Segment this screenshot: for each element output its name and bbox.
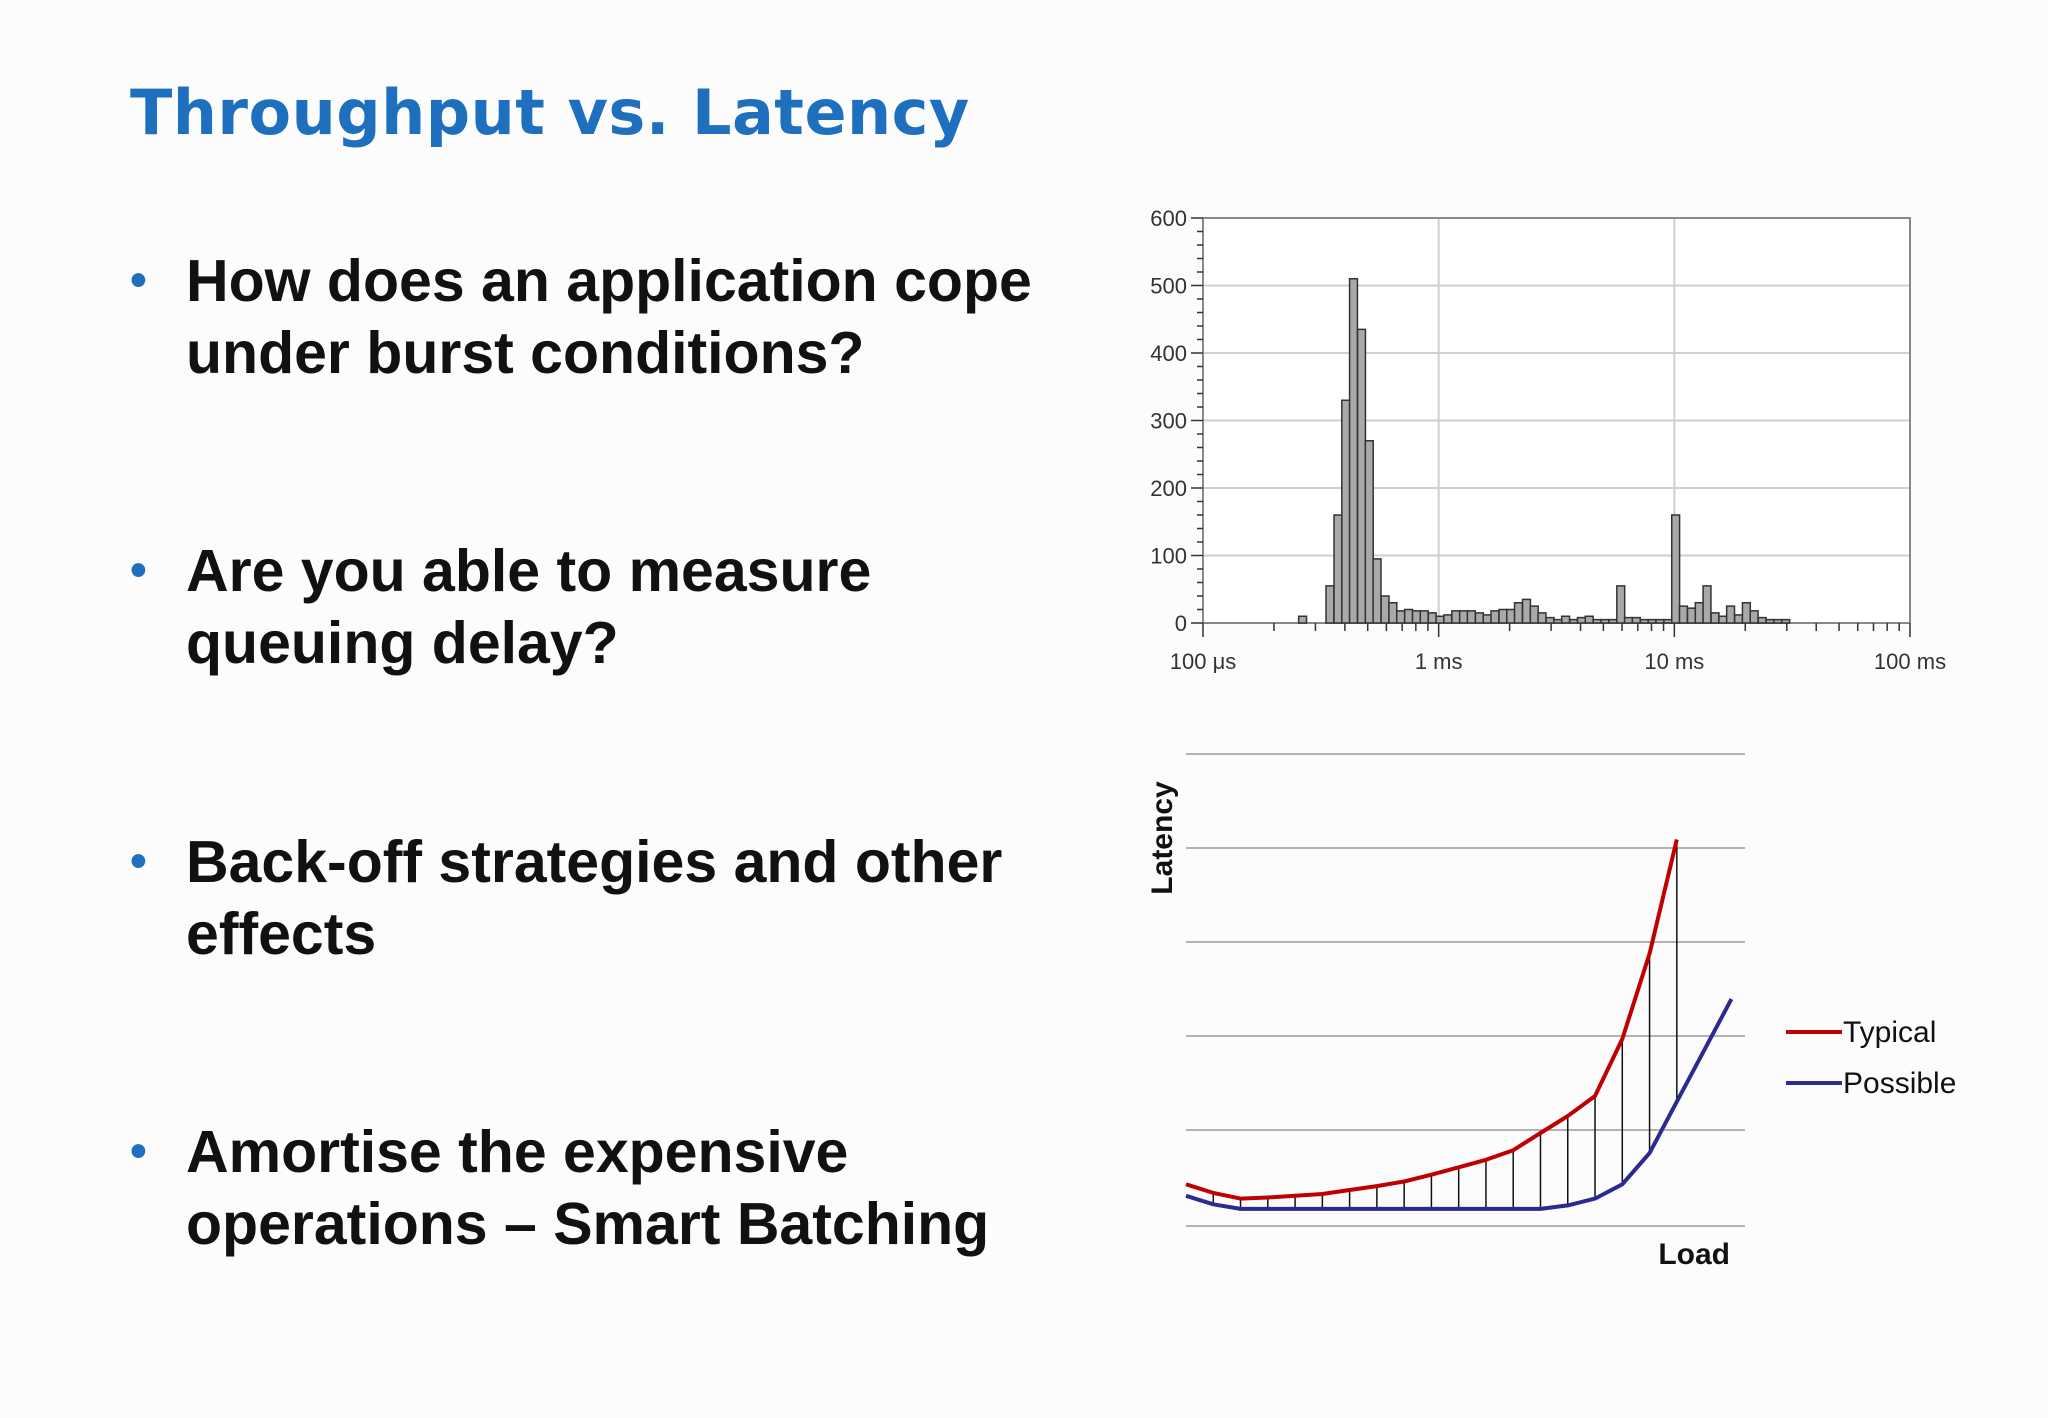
histogram-bar — [1702, 585, 1712, 624]
bullet-text: Amortise the expensive operations – Smar… — [186, 1116, 1126, 1260]
slide-title: Throughput vs. Latency — [130, 76, 970, 149]
histogram-bar — [1616, 585, 1626, 624]
histogram-bar — [1297, 615, 1308, 624]
series-line-typical — [1185, 839, 1679, 1201]
legend-label: Typical — [1843, 1016, 1936, 1049]
x-tick-label: 100 μs — [1170, 649, 1237, 674]
bullet-text: Back-off strategies and other effects — [186, 826, 1126, 970]
bullet-line: under burst conditions? — [186, 320, 865, 386]
bullet-line: queuing delay? — [186, 610, 619, 676]
series-line-possible — [1185, 998, 1734, 1211]
bullet-line: Back-off strategies and other — [186, 829, 1003, 895]
y-tick-label: 100 — [1150, 544, 1187, 569]
bullet-marker: • — [130, 254, 147, 307]
bullet-text: How does an application cope under burst… — [186, 245, 1126, 389]
legend-label: Possible — [1843, 1067, 1956, 1100]
bullet-text: Are you able to measure queuing delay? — [186, 535, 1126, 679]
bullet-marker: • — [130, 1125, 147, 1178]
y-axis-label: Latency — [1146, 781, 1179, 895]
bullet-marker: • — [130, 544, 147, 597]
y-tick-label: 200 — [1150, 476, 1187, 501]
histogram-bar — [1670, 514, 1681, 624]
bullet-line: Are you able to measure — [186, 538, 872, 604]
y-tick-label: 400 — [1150, 341, 1187, 366]
bullet-line: effects — [186, 901, 377, 967]
x-tick-label: 1 ms — [1415, 649, 1463, 674]
x-axis-label: Load — [1658, 1238, 1730, 1271]
y-tick-label: 600 — [1150, 206, 1187, 231]
bullet-line: How does an application cope — [186, 248, 1032, 314]
histogram-bar — [1781, 618, 1791, 624]
y-tick-label: 300 — [1150, 409, 1187, 434]
histogram-bar — [1372, 558, 1382, 624]
bullet-line: operations – Smart Batching — [186, 1191, 990, 1257]
x-tick-label: 100 ms — [1874, 649, 1946, 674]
y-tick-label: 500 — [1150, 274, 1187, 299]
x-tick-label: 10 ms — [1644, 649, 1704, 674]
histogram-bar — [1364, 440, 1374, 624]
bullet-marker: • — [130, 835, 147, 888]
bullet-line: Amortise the expensive — [186, 1119, 849, 1185]
y-tick-label: 0 — [1175, 611, 1187, 636]
